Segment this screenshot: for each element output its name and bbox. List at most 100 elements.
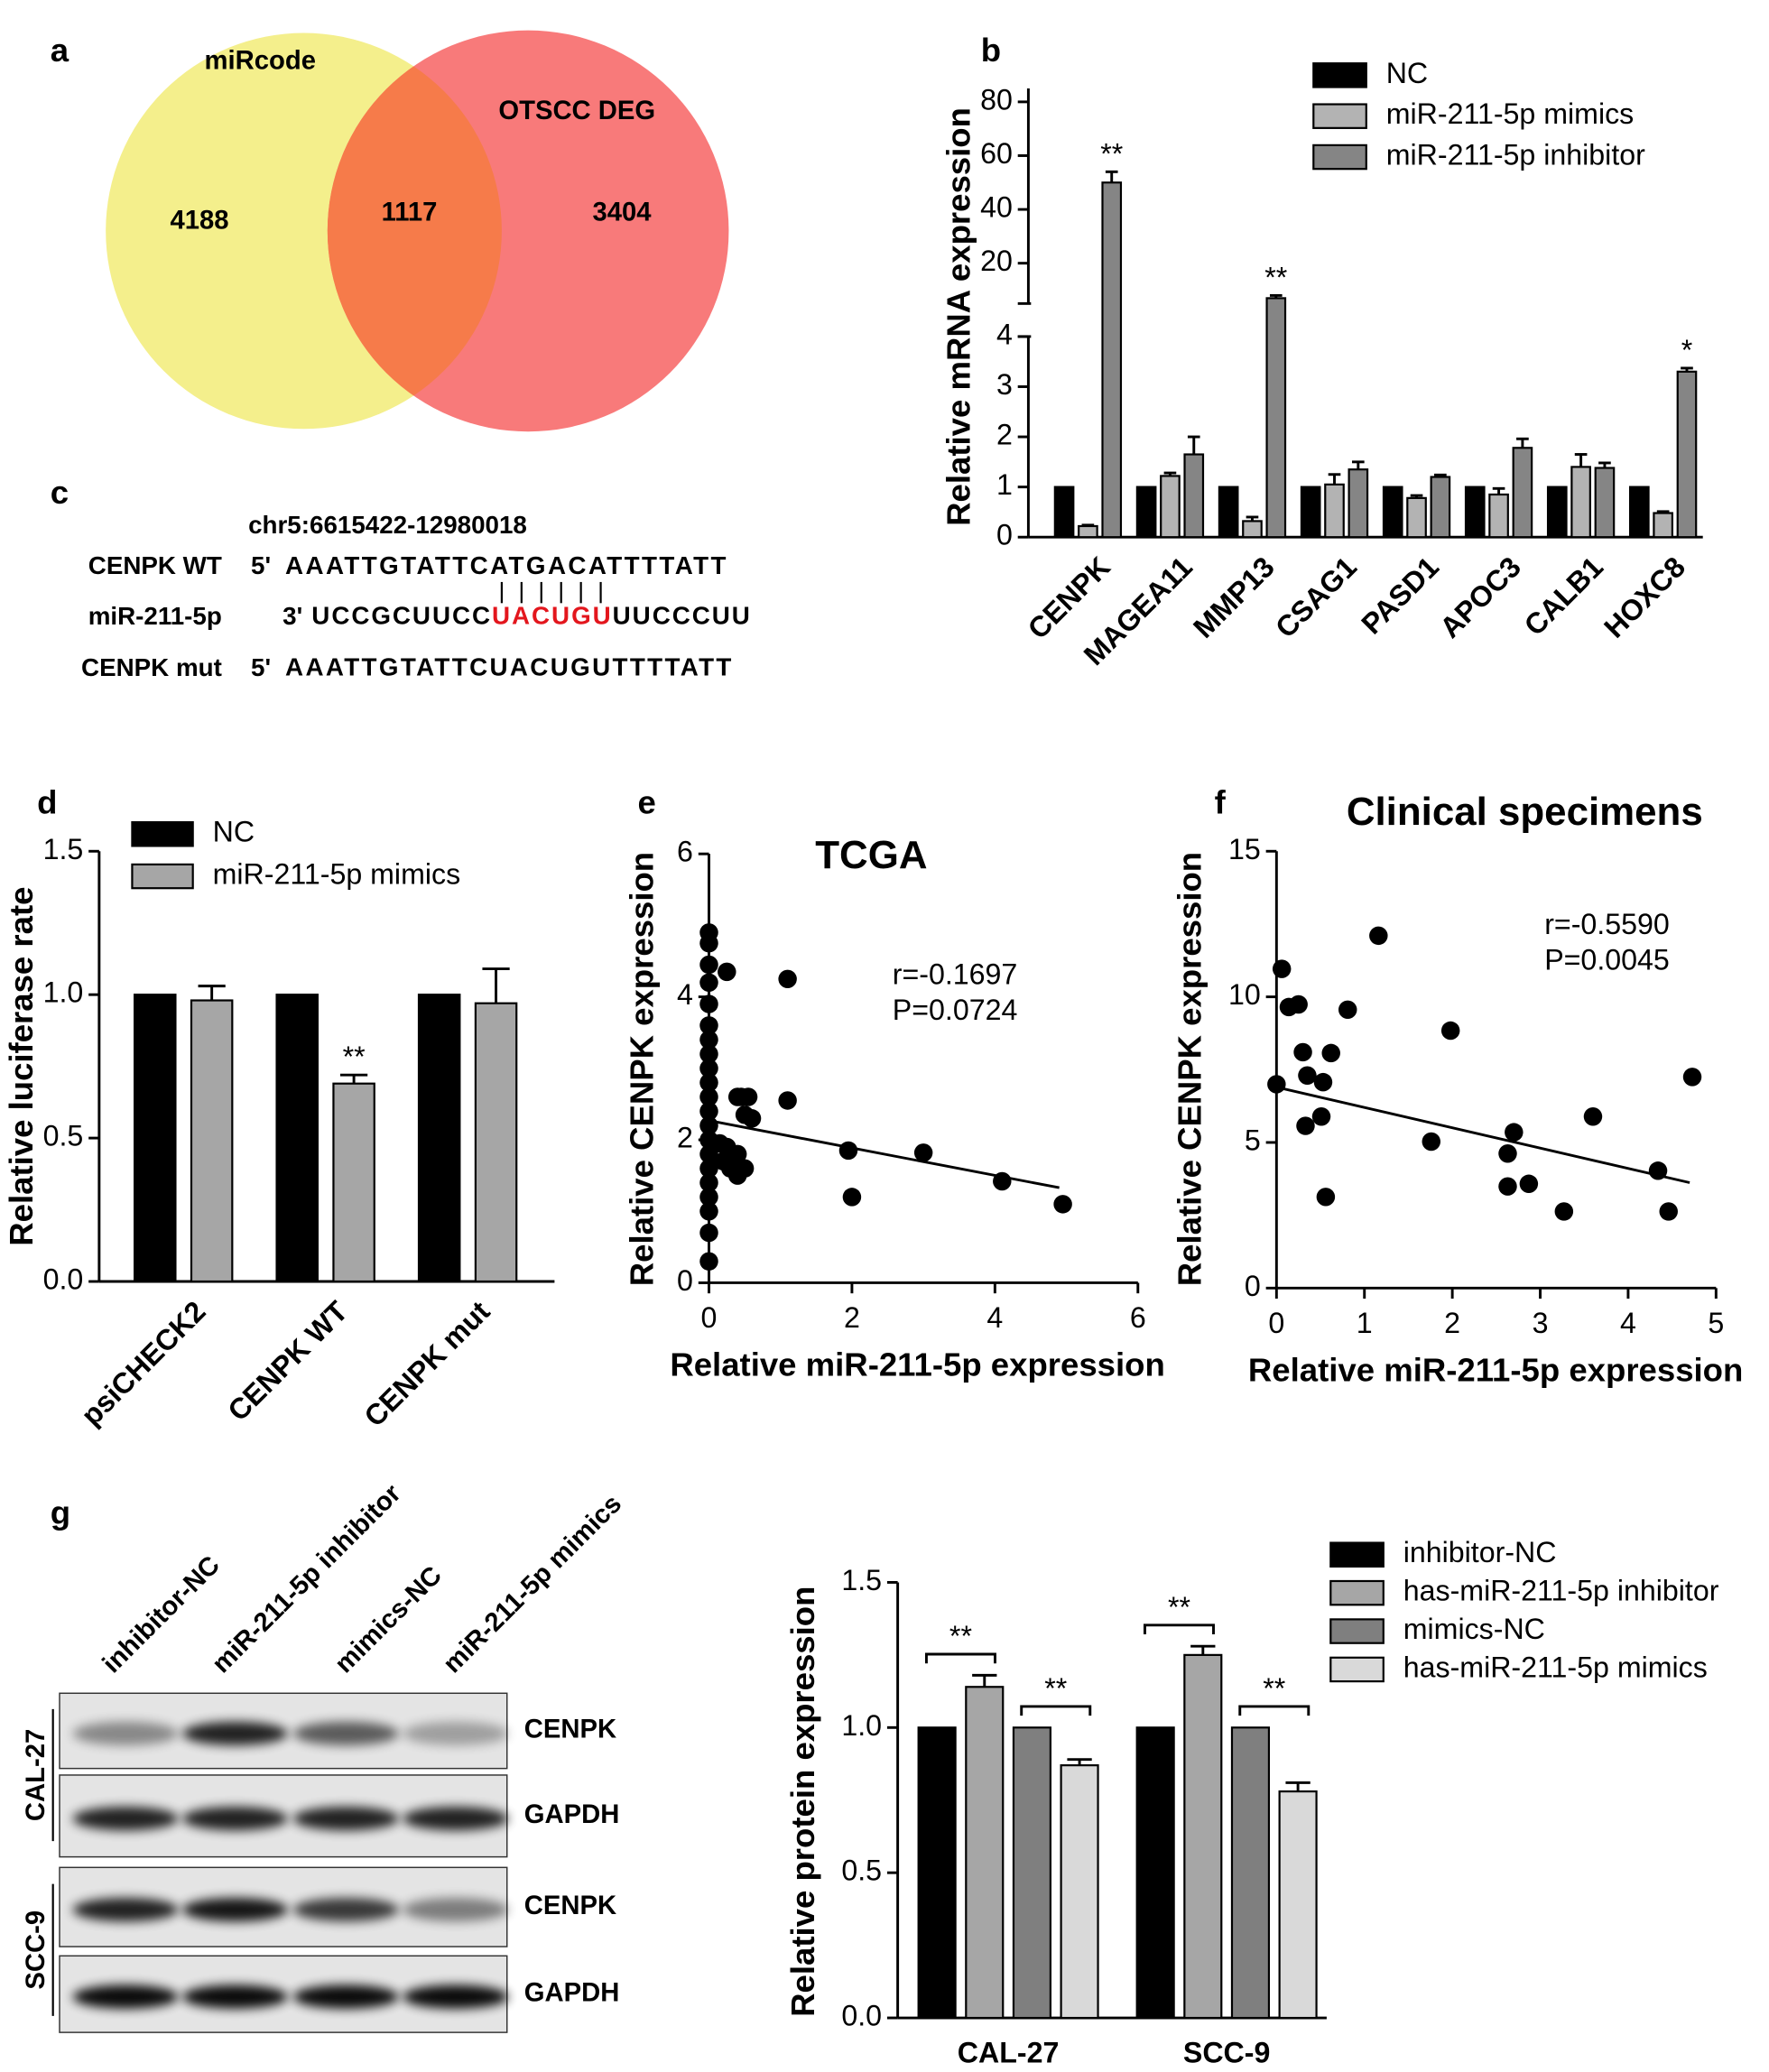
legend-label: has-miR-211-5p inhibitor <box>1403 1575 1719 1607</box>
y-tick-label: 0 <box>996 519 1013 551</box>
y-tick-label: 0 <box>1245 1270 1261 1302</box>
point <box>1311 1107 1331 1126</box>
band <box>181 1807 288 1831</box>
point <box>1369 926 1388 946</box>
point <box>1053 1195 1072 1214</box>
point <box>1296 1116 1315 1135</box>
point <box>699 1044 718 1064</box>
y-tick-label: 0.0 <box>43 1263 84 1296</box>
band-label: CENPK <box>524 1892 616 1920</box>
legend-label: NC <box>213 816 255 848</box>
point <box>913 1143 933 1162</box>
sequence-part: AAATTGTATTCATGACATTTTATT <box>285 551 726 579</box>
legend-swatch <box>1312 103 1367 129</box>
venn-set-label: OTSCC DEG <box>498 97 655 125</box>
venn-overlap <box>327 32 502 430</box>
legend-label: miR-211-5p inhibitor <box>1386 139 1645 171</box>
point <box>735 1159 755 1178</box>
x-tick-label: PASD1 <box>1355 550 1445 641</box>
band-label: CENPK <box>524 1716 616 1744</box>
bar <box>1512 447 1533 539</box>
cell-line-label: SCC-9 <box>22 1910 51 1990</box>
bar <box>474 1002 518 1283</box>
legend-label: has-miR-211-5p mimics <box>1403 1651 1708 1683</box>
point <box>1289 994 1308 1014</box>
band <box>403 1984 509 2009</box>
sequence-part: UUCCCUU <box>613 602 750 630</box>
panel-label: c <box>51 474 69 511</box>
x-tick-label: 4 <box>1620 1307 1636 1339</box>
point <box>699 1202 718 1221</box>
y-axis-title: Relative protein expression <box>784 1586 821 2017</box>
bar <box>1464 486 1486 539</box>
bar <box>1653 512 1673 539</box>
error-bar <box>198 985 226 1001</box>
x-tick-label: CAL-27 <box>958 2036 1060 2068</box>
x-tick-label: 0 <box>701 1301 718 1334</box>
x-tick-label: CENPK WT <box>221 1295 354 1428</box>
y-axis-title: Relative mRNA expression <box>940 107 977 526</box>
point <box>699 1073 718 1092</box>
bar <box>1594 467 1616 539</box>
bar <box>417 994 461 1283</box>
point <box>1440 1021 1460 1041</box>
trend-line <box>1276 1086 1690 1184</box>
comparison-bracket <box>1144 1623 1215 1635</box>
seed-sequence: UACUGU <box>492 602 611 630</box>
bar <box>1101 181 1123 539</box>
point <box>1267 1075 1286 1094</box>
bar <box>1348 468 1369 539</box>
error-bar <box>1285 1781 1311 1792</box>
point <box>699 994 718 1013</box>
y-tick-label: 6 <box>677 836 693 868</box>
trend-line <box>709 1119 1060 1189</box>
comparison-bracket <box>924 1652 996 1664</box>
significance-label: ** <box>1264 261 1288 293</box>
point <box>1498 1177 1517 1196</box>
point <box>1321 1043 1340 1063</box>
error-bar <box>1352 460 1365 470</box>
bar <box>1242 520 1263 539</box>
error-bar <box>1434 473 1447 477</box>
band <box>181 1721 288 1746</box>
bar <box>1078 524 1098 539</box>
point <box>1682 1068 1702 1087</box>
point <box>718 962 736 982</box>
bar <box>1135 486 1157 539</box>
y-tick-label: 0.0 <box>841 2000 882 2032</box>
y-tick-label: 4 <box>677 978 693 1011</box>
comparison-bracket <box>1238 1705 1311 1716</box>
legend-label: miR-211-5p mimics <box>1386 97 1635 130</box>
band <box>72 1897 179 1922</box>
panel-label: d <box>37 784 57 821</box>
bar <box>1676 370 1698 539</box>
error-bar <box>1410 494 1423 498</box>
y-axis-title: Relative CENPK expression <box>1171 852 1208 1286</box>
x-tick-label: 0 <box>1268 1307 1284 1339</box>
sequence-part: AAATTGTATTCUACUGUTTTTATT <box>285 653 731 681</box>
point <box>1316 1188 1336 1207</box>
error-bar <box>339 1073 368 1084</box>
legend-label: inhibitor-NC <box>1403 1536 1557 1568</box>
panel-label: b <box>981 32 1001 69</box>
x-tick-label: 1 <box>1357 1307 1373 1339</box>
x-tick-label: CSAG1 <box>1269 550 1363 644</box>
x-axis-title: Relative miR-211-5p expression <box>1248 1352 1743 1389</box>
y-tick-label: 5 <box>1245 1124 1261 1156</box>
sequence-end: 5' <box>251 653 271 681</box>
bar <box>1382 486 1403 539</box>
bar <box>1628 486 1650 539</box>
annotation: r=-0.1697 <box>893 958 1018 991</box>
point <box>699 1016 718 1035</box>
point <box>699 1252 718 1271</box>
y-tick-label: 2 <box>677 1122 693 1154</box>
y-axis-title: Relative CENPK expression <box>623 852 660 1286</box>
y-tick-label: 20 <box>980 245 1013 277</box>
y-axis-title: Relative luciferase rate <box>3 887 40 1246</box>
panel-label: f <box>1215 784 1227 821</box>
bar <box>1230 1726 1271 2020</box>
point <box>1298 1066 1317 1085</box>
error-bar <box>1328 473 1341 485</box>
point <box>727 1144 747 1164</box>
band <box>72 1721 179 1746</box>
